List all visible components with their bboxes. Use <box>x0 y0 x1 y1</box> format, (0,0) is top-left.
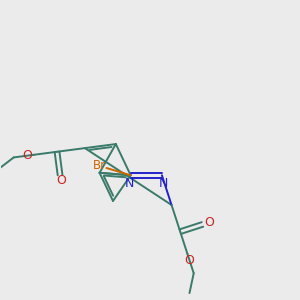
Text: N: N <box>124 177 134 190</box>
Text: O: O <box>184 254 194 267</box>
Text: O: O <box>22 149 32 162</box>
Text: Br: Br <box>93 159 106 172</box>
Text: O: O <box>56 174 66 188</box>
Text: N: N <box>159 177 168 190</box>
Text: O: O <box>204 216 214 229</box>
